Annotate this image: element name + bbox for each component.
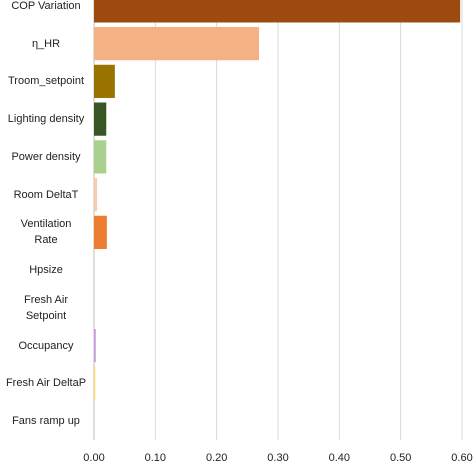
y-tick-label: η_HR (31, 37, 61, 50)
bar (94, 27, 259, 61)
bar (94, 140, 107, 174)
bar (94, 215, 107, 249)
x-tick-label: 0.00 (83, 452, 105, 464)
y-tick-label: Room DeltaT (13, 188, 79, 201)
y-tick-label: COP Variation (11, 0, 81, 12)
x-tick-label: 0.10 (144, 452, 167, 464)
y-tick-label: Ventilation Rate (20, 218, 72, 247)
bar (94, 102, 107, 136)
x-tick-label: 0.20 (205, 452, 228, 464)
bar (94, 0, 461, 23)
y-tick-label: Occupancy (18, 339, 74, 352)
x-tick-label: 0.40 (328, 452, 351, 464)
x-tick-label: 0.60 (451, 452, 473, 464)
bar (94, 366, 96, 400)
y-tick-label: Lighting density (7, 113, 85, 126)
y-tick-label: Power density (11, 150, 81, 163)
bar (94, 329, 96, 363)
y-tick-label: Fresh Air DeltaP (5, 377, 87, 390)
x-tick-label: 0.50 (389, 452, 412, 464)
y-tick-label: Troom_setpoint (7, 75, 85, 88)
x-tick-label: 0.30 (267, 452, 289, 464)
y-tick-label: Fans ramp up (12, 415, 80, 428)
bar (94, 64, 115, 98)
y-tick-label: Hpsize (29, 264, 63, 277)
bar (94, 178, 98, 212)
y-tick-label: Fresh Air Setpoint (23, 293, 68, 322)
